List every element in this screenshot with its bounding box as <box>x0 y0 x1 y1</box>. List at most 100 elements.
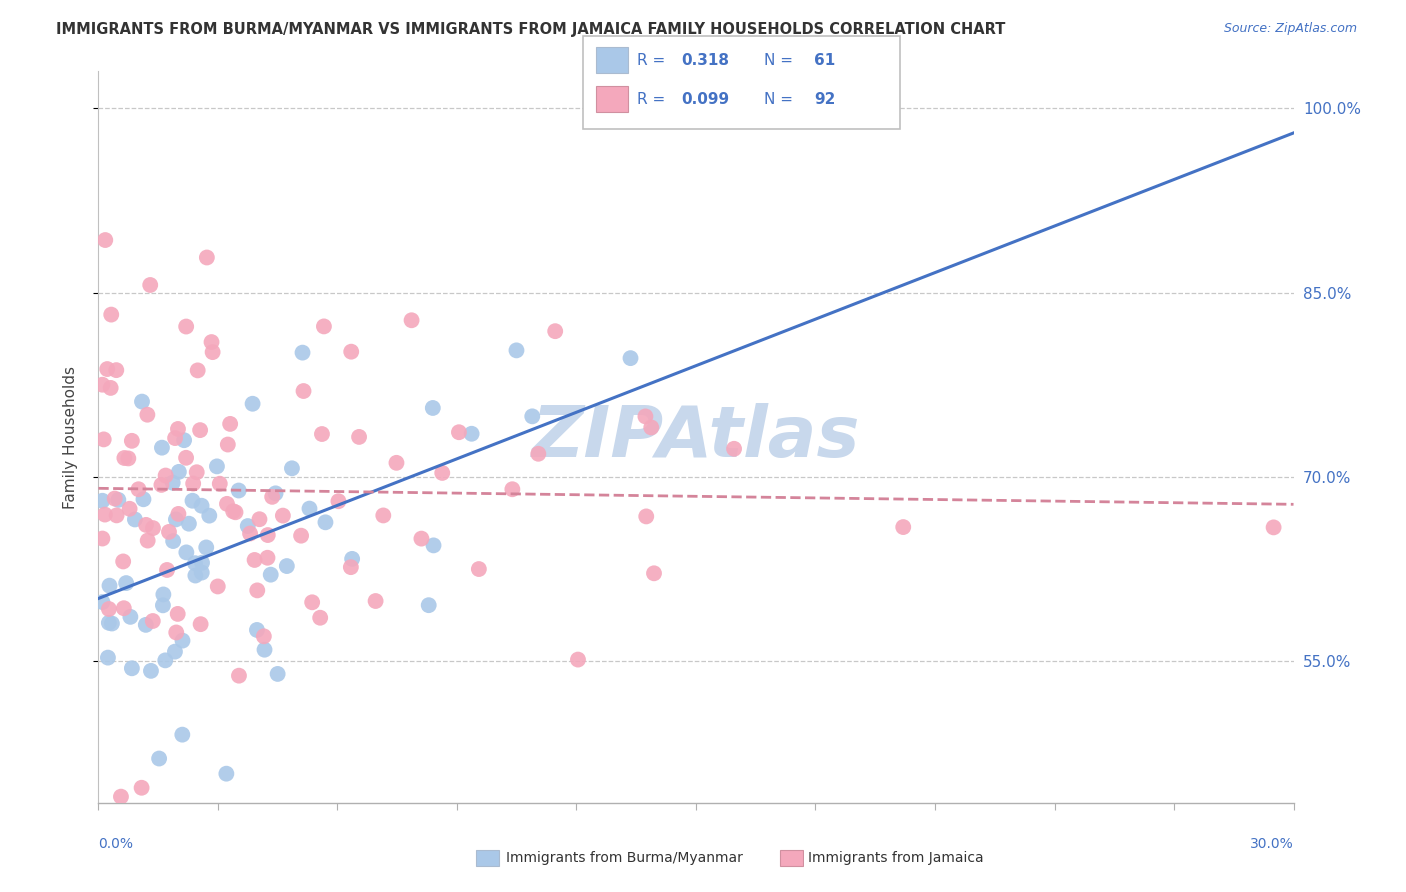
Point <box>91 377 114 392</box>
Point <box>643 566 665 581</box>
Point <box>121 434 143 448</box>
Point <box>249 512 271 526</box>
Point <box>314 516 336 530</box>
Point <box>177 516 200 531</box>
Point <box>97 615 120 630</box>
Point <box>156 563 179 577</box>
Point <box>121 661 143 675</box>
Point <box>115 576 138 591</box>
Point <box>236 519 259 533</box>
Point <box>246 583 269 598</box>
Point <box>157 524 180 539</box>
Point <box>636 509 658 524</box>
Text: Immigrants from Jamaica: Immigrants from Jamaica <box>808 851 984 865</box>
Point <box>195 251 218 265</box>
Point <box>136 533 159 548</box>
Point <box>163 645 186 659</box>
Point <box>253 629 276 643</box>
Point <box>184 556 207 570</box>
Point <box>187 363 209 377</box>
Point <box>228 668 250 682</box>
Point <box>253 642 276 657</box>
Point <box>167 507 190 521</box>
Point <box>290 529 312 543</box>
Point <box>522 409 544 424</box>
Point <box>152 599 174 613</box>
Point <box>107 492 129 507</box>
Point <box>110 789 132 804</box>
Point <box>195 541 218 555</box>
Point <box>173 434 195 448</box>
Point <box>723 442 745 456</box>
Point <box>198 508 221 523</box>
Point <box>260 567 283 582</box>
Point <box>112 601 135 615</box>
Point <box>162 475 184 490</box>
Point <box>505 343 527 358</box>
Point <box>239 526 262 541</box>
Point <box>100 381 122 395</box>
Point <box>148 751 170 765</box>
Point <box>152 587 174 601</box>
Point <box>155 653 177 667</box>
Point <box>118 501 141 516</box>
Point <box>224 505 246 519</box>
Point <box>166 607 188 621</box>
Point <box>281 461 304 475</box>
Point <box>104 491 127 506</box>
Point <box>167 422 190 436</box>
Point <box>501 482 523 496</box>
Point <box>567 652 589 666</box>
Point <box>256 528 278 542</box>
Text: R =: R = <box>637 92 671 107</box>
Point <box>640 420 662 434</box>
Point <box>105 508 128 523</box>
Point <box>98 579 121 593</box>
Point <box>619 351 641 366</box>
Point <box>184 568 207 582</box>
Text: 61: 61 <box>814 53 835 68</box>
Point <box>401 313 423 327</box>
Text: N =: N = <box>763 53 797 68</box>
Point <box>301 595 323 609</box>
Point <box>165 431 187 445</box>
Point <box>215 766 238 780</box>
Point <box>276 559 298 574</box>
Point <box>256 550 278 565</box>
Point <box>128 482 150 496</box>
Point <box>292 384 315 398</box>
Point <box>312 319 335 334</box>
Point <box>311 427 333 442</box>
Point <box>186 465 208 479</box>
Text: Immigrants from Burma/Myanmar: Immigrants from Burma/Myanmar <box>506 851 742 865</box>
Point <box>1263 520 1285 534</box>
Point <box>340 560 363 574</box>
Point <box>418 598 440 612</box>
Text: IMMIGRANTS FROM BURMA/MYANMAR VS IMMIGRANTS FROM JAMAICA FAMILY HOUSEHOLDS CORRE: IMMIGRANTS FROM BURMA/MYANMAR VS IMMIGRA… <box>56 22 1005 37</box>
Point <box>328 494 350 508</box>
Point <box>176 545 198 559</box>
Point <box>246 623 269 637</box>
Point <box>172 728 194 742</box>
Text: R =: R = <box>637 53 671 68</box>
Point <box>165 512 187 526</box>
Point <box>172 633 194 648</box>
Point <box>190 566 212 580</box>
Point <box>131 394 153 409</box>
Point <box>112 554 135 568</box>
Bar <box>780 850 803 866</box>
Point <box>190 499 212 513</box>
Point <box>165 625 187 640</box>
Point <box>91 532 114 546</box>
Point <box>188 423 211 437</box>
Point <box>215 497 238 511</box>
Point <box>422 401 444 415</box>
Point <box>96 362 118 376</box>
Point <box>120 610 142 624</box>
Text: 0.099: 0.099 <box>682 92 730 107</box>
Point <box>91 493 114 508</box>
Point <box>190 617 212 632</box>
Point <box>298 501 321 516</box>
Point <box>142 521 165 535</box>
Point <box>271 508 294 523</box>
